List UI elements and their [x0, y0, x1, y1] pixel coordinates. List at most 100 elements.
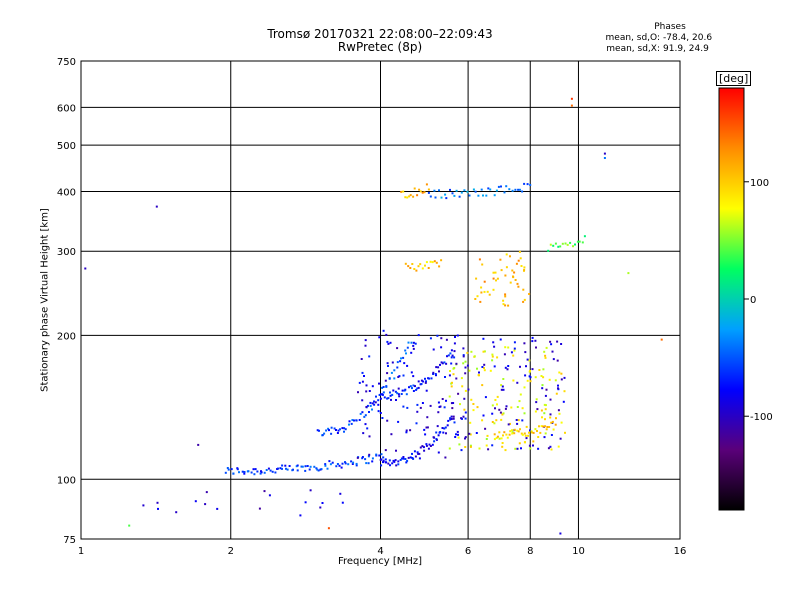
- y-tick-label: 400: [57, 187, 76, 198]
- echo-point: [260, 470, 262, 473]
- echo-point: [464, 366, 467, 369]
- x-tick-label: 1: [78, 546, 84, 557]
- echo-point: [468, 369, 471, 372]
- echo-point: [506, 368, 509, 371]
- echo-point: [368, 453, 371, 456]
- echo-point: [558, 371, 561, 374]
- echo-point: [566, 243, 569, 246]
- echo-point: [224, 471, 227, 474]
- echo-point: [155, 205, 158, 208]
- echo-point: [343, 427, 346, 430]
- echo-point: [246, 470, 249, 473]
- echo-point: [520, 265, 523, 267]
- echo-point: [511, 189, 514, 192]
- echo-point: [466, 351, 469, 354]
- echo-point: [531, 368, 534, 371]
- colorbar-tick-label: -100: [750, 412, 773, 423]
- echo-point: [527, 434, 530, 437]
- echo-point: [523, 268, 526, 271]
- echo-point: [500, 388, 503, 391]
- echo-point: [373, 403, 376, 406]
- echo-point: [399, 459, 402, 461]
- echo-point: [300, 465, 303, 468]
- echo-point: [367, 462, 370, 465]
- echo-point: [480, 286, 483, 289]
- echo-point: [457, 436, 460, 439]
- echo-point: [358, 419, 361, 421]
- echo-point: [543, 412, 546, 415]
- y-tick-label: 600: [57, 103, 76, 114]
- echo-point: [391, 462, 394, 465]
- echo-point: [476, 295, 479, 298]
- echo-point: [230, 468, 233, 471]
- echo-point: [381, 393, 384, 396]
- echo-point: [326, 467, 329, 470]
- echo-point: [503, 431, 506, 434]
- echo-point: [493, 345, 496, 348]
- echo-point: [386, 340, 389, 343]
- echo-point: [534, 376, 537, 379]
- echo-point: [462, 355, 465, 358]
- echo-point: [474, 190, 477, 193]
- echo-point: [480, 188, 483, 191]
- echo-point: [329, 463, 332, 466]
- echo-point: [564, 431, 566, 434]
- echo-point: [469, 445, 472, 448]
- echo-point: [469, 421, 472, 424]
- echo-point: [194, 500, 197, 503]
- echo-point: [432, 373, 435, 375]
- echo-point: [472, 403, 475, 405]
- y-tick-label: 500: [57, 141, 76, 152]
- echo-point: [502, 299, 505, 302]
- echo-point: [368, 411, 370, 413]
- echo-point: [549, 243, 552, 246]
- echo-point: [416, 387, 419, 390]
- echo-point: [379, 412, 382, 414]
- echo-point: [530, 431, 533, 434]
- echo-point: [377, 410, 380, 413]
- echo-point: [418, 457, 421, 460]
- echo-point: [359, 412, 362, 415]
- echo-point: [398, 375, 401, 378]
- echo-point: [424, 264, 426, 267]
- echo-point: [341, 462, 344, 465]
- echo-point: [505, 266, 508, 269]
- echo-point: [412, 347, 415, 350]
- echo-point: [477, 194, 480, 197]
- echo-point: [500, 269, 503, 272]
- echo-point: [521, 190, 524, 193]
- echo-point: [496, 403, 498, 406]
- echo-point: [504, 366, 507, 369]
- echo-point: [256, 470, 259, 473]
- phase-row-x-label: mean, sd,X:: [606, 44, 660, 54]
- echo-point: [402, 456, 405, 458]
- echo-point: [569, 241, 572, 244]
- echo-point: [552, 244, 555, 247]
- echo-point: [561, 242, 564, 245]
- echo-point: [419, 446, 422, 449]
- echo-point: [496, 435, 499, 438]
- echo-point: [475, 432, 478, 434]
- echo-point: [425, 261, 428, 264]
- echo-point: [550, 421, 553, 424]
- echo-point: [451, 381, 453, 384]
- echo-point: [432, 436, 435, 439]
- echo-point: [405, 352, 407, 355]
- echo-point: [425, 426, 428, 429]
- echo-point: [313, 465, 316, 468]
- echo-point: [481, 263, 484, 266]
- echo-point: [564, 242, 567, 245]
- echo-point: [544, 356, 547, 359]
- echo-point: [481, 384, 484, 387]
- echo-point: [460, 377, 463, 380]
- echo-point: [366, 404, 369, 407]
- echo-point: [451, 354, 454, 357]
- echo-point: [252, 468, 255, 471]
- echo-point: [554, 423, 557, 426]
- echo-point: [429, 195, 432, 198]
- echo-point: [489, 188, 492, 191]
- echo-point: [444, 376, 446, 378]
- echo-point: [386, 362, 389, 365]
- echo-point: [400, 457, 403, 460]
- echo-point: [417, 386, 420, 389]
